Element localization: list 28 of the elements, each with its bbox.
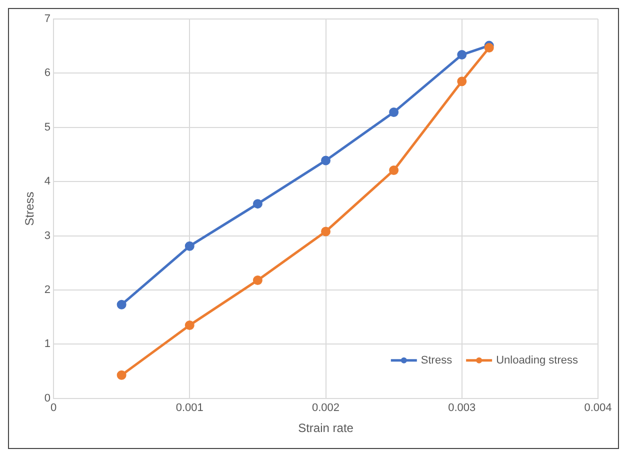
point (457, 76, 467, 86)
y-tick-label: 5 (44, 121, 51, 134)
x-tick-label: 0.002 (312, 402, 340, 414)
point (389, 165, 399, 175)
y-tick-label: 7 (44, 13, 51, 26)
y-tick-label: 0 (44, 392, 51, 404)
point (321, 156, 331, 166)
point (389, 107, 399, 117)
y-tick-label: 6 (44, 67, 51, 80)
y-tick-label: 2 (44, 284, 51, 296)
y-tick-label: 1 (44, 338, 51, 350)
x-tick-label: 0.003 (448, 402, 476, 414)
legend-label: Stress (420, 354, 453, 366)
point (184, 320, 194, 330)
x-axis-title: Strain rate (298, 421, 354, 436)
x-tick-label: 0.004 (584, 402, 612, 414)
point (252, 199, 262, 209)
y-axis-title: Stress (22, 192, 37, 226)
point (321, 226, 331, 236)
point (184, 241, 194, 251)
point (457, 50, 467, 60)
legend-label: Unloading stress (496, 354, 578, 366)
point (116, 300, 126, 310)
y-tick-label: 3 (44, 230, 51, 242)
y-tick-label: 4 (44, 176, 51, 188)
x-tick-label: 0.001 (176, 402, 204, 414)
point (252, 275, 262, 285)
point (116, 370, 126, 380)
